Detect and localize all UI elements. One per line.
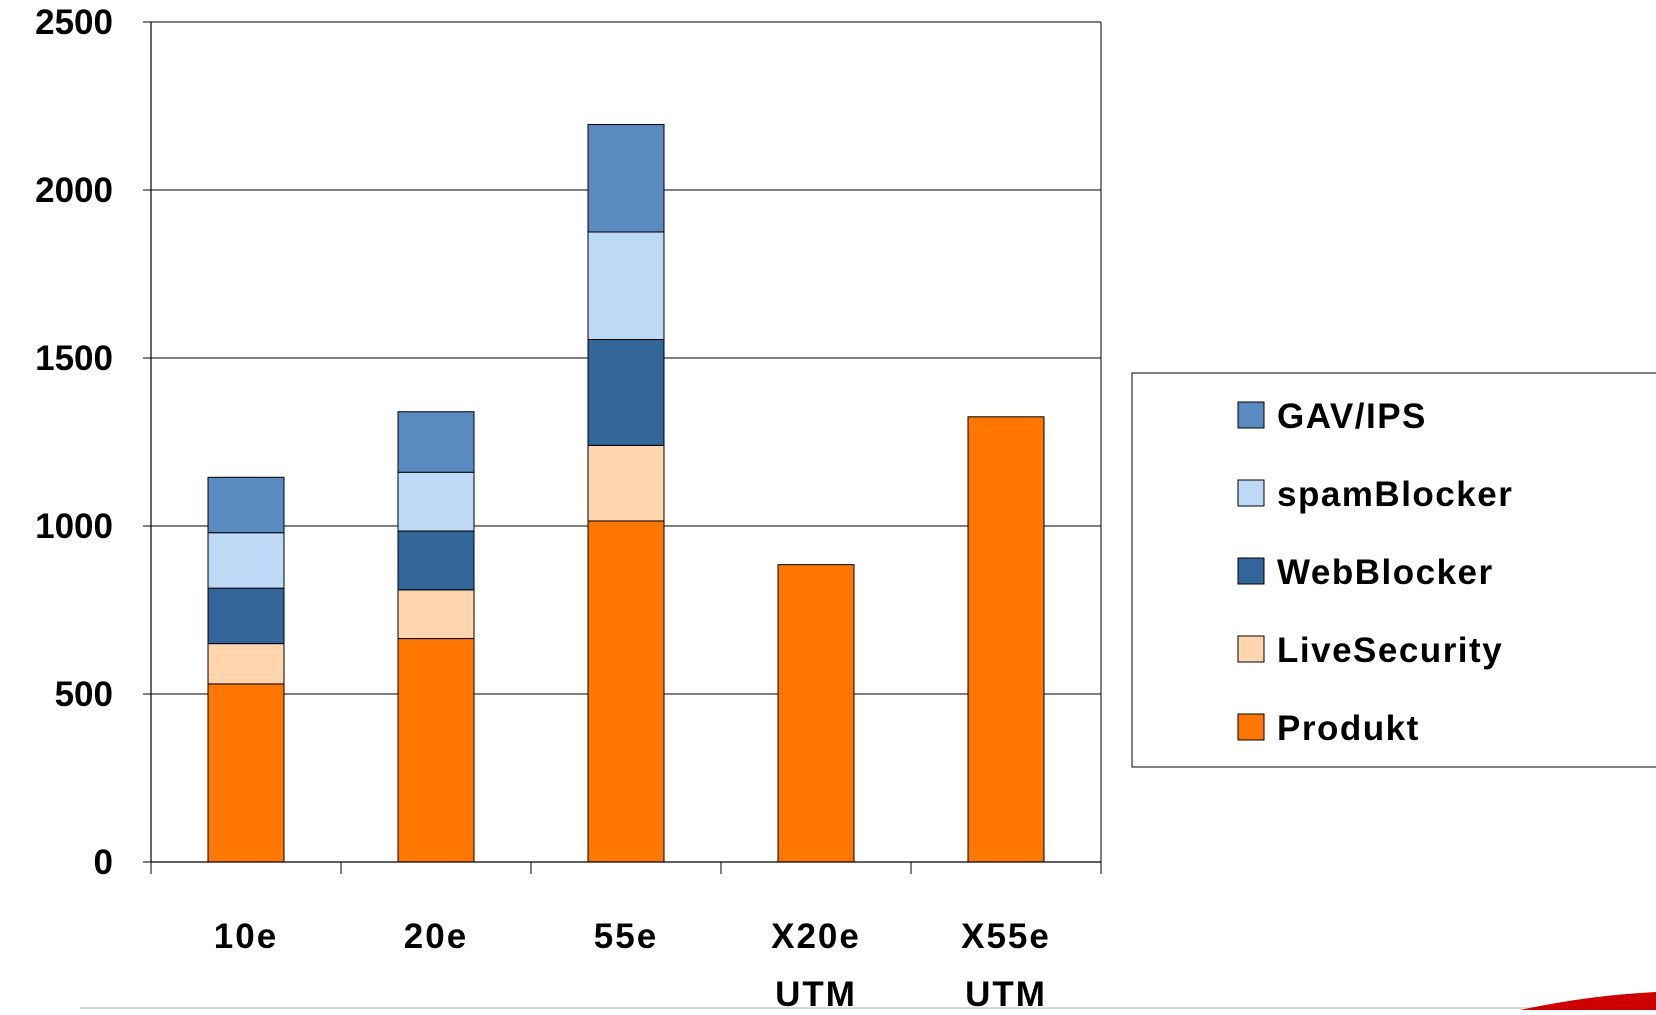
legend-swatch xyxy=(1237,479,1265,507)
legend-label: LiveSecurity xyxy=(1277,631,1503,670)
legend-swatch xyxy=(1237,557,1265,585)
bar-segment-webblocker xyxy=(587,339,665,446)
bar-segment-spamblocker xyxy=(397,471,475,532)
axes xyxy=(143,21,1102,874)
legend: GAV/IPS spamBlocker WebBlocker LiveSecurity… xyxy=(1131,372,1656,768)
bar-segment-livesecurity xyxy=(587,444,665,522)
bar-segment-gav-ips xyxy=(397,411,475,473)
y-tick-label: 0 xyxy=(94,843,113,882)
bar-segment-livesecurity xyxy=(207,643,285,685)
y-axis-tick-labels: 0 500 1000 1500 2000 2500 xyxy=(35,3,113,882)
x-tick-label: 10e xyxy=(214,917,278,956)
x-tick-label: 20e xyxy=(404,917,468,956)
legend-label: WebBlocker xyxy=(1277,553,1494,592)
y-tick-label: 2000 xyxy=(35,171,113,210)
x-tick-label: 55e xyxy=(594,917,658,956)
legend-swatch xyxy=(1237,635,1265,663)
y-tick-label: 2500 xyxy=(35,3,113,42)
y-tick-label: 1000 xyxy=(35,507,113,546)
bar-segment-produkt xyxy=(777,564,855,863)
bar-segment-livesecurity xyxy=(397,589,475,640)
bar-segment-produkt xyxy=(207,683,285,863)
bar-segment-gav-ips xyxy=(207,476,285,534)
legend-label: GAV/IPS xyxy=(1277,397,1427,436)
slide-decoration xyxy=(80,992,1656,1010)
bar-segment-webblocker xyxy=(397,530,475,591)
y-tick-label: 1500 xyxy=(35,339,113,378)
bar-segment-produkt xyxy=(397,638,475,863)
legend-label: Produkt xyxy=(1277,709,1420,748)
x-tick-label: X20e xyxy=(771,917,861,956)
bar-segment-spamblocker xyxy=(587,231,665,341)
x-tick-label: UTM xyxy=(775,975,857,1010)
bar-segment-spamblocker xyxy=(207,532,285,589)
red-swoosh xyxy=(1520,992,1656,1010)
legend-box xyxy=(1131,372,1656,768)
y-tick-label: 500 xyxy=(55,675,113,714)
legend-swatch xyxy=(1237,713,1265,741)
bar-segment-produkt xyxy=(967,416,1045,863)
x-tick-label: X55e xyxy=(961,917,1051,956)
legend-label: spamBlocker xyxy=(1277,475,1513,514)
bars xyxy=(207,123,1045,863)
bar-segment-gav-ips xyxy=(587,123,665,233)
legend-swatch xyxy=(1237,401,1265,429)
bar-segment-webblocker xyxy=(207,587,285,645)
x-axis-tick-labels: 10e 20e 55e X20e UTM X55e UTM xyxy=(214,917,1051,1014)
bar-segment-produkt xyxy=(587,520,665,863)
x-tick-label: UTM xyxy=(965,975,1047,1010)
